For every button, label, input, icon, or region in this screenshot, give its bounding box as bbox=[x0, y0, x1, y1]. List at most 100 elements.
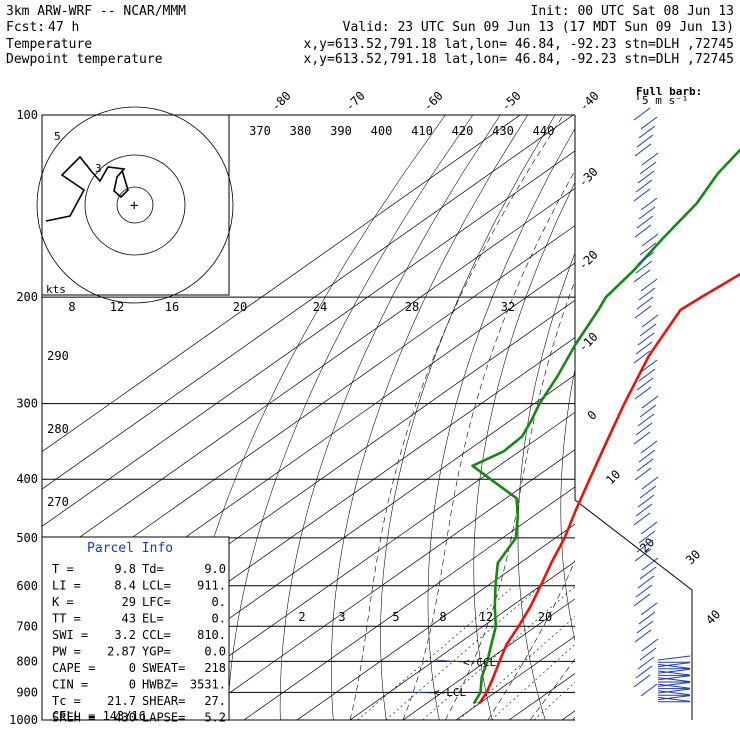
moist-adiabat-line bbox=[445, 279, 575, 720]
parcel-value-right: 9.0 bbox=[204, 562, 226, 576]
mixing-ratio-label: 3 bbox=[338, 610, 345, 624]
mixing-ratio-labels: 2 3 5 8 12 20 bbox=[298, 610, 552, 624]
wind-barb bbox=[638, 293, 648, 301]
dry-adiabat-line bbox=[719, 115, 740, 733]
barb-legend-units: 5 m s⁻¹ bbox=[642, 94, 688, 107]
wind-barb-flag bbox=[643, 584, 653, 592]
wind-barb-flag bbox=[642, 386, 652, 394]
isotherm-tick-label: -50 bbox=[499, 89, 524, 114]
hodograph-x-tick: 20 bbox=[233, 300, 247, 314]
wind-barb bbox=[633, 194, 643, 202]
wind-barb bbox=[641, 482, 651, 490]
wind-barb bbox=[638, 131, 648, 139]
mixing-ratio-line bbox=[533, 681, 575, 720]
wind-barb-low bbox=[657, 696, 691, 702]
moist-adiabat-line bbox=[529, 658, 575, 720]
isotherm-tick-label: -80 bbox=[269, 89, 294, 114]
wind-barb-flag bbox=[647, 404, 657, 412]
wind-barb bbox=[640, 608, 650, 616]
wind-barb-flag bbox=[647, 242, 657, 250]
ccl-tick bbox=[435, 659, 464, 663]
wind-barb bbox=[638, 455, 648, 463]
parcel-value-right: 5.2 bbox=[204, 711, 226, 725]
isotherm-tick-label: 40 bbox=[703, 607, 723, 627]
wind-barb bbox=[641, 644, 651, 652]
wind-barb-flag bbox=[642, 629, 652, 637]
parcel-key-right: YGP= bbox=[142, 645, 171, 659]
wind-barb bbox=[640, 689, 650, 697]
parcel-key-right: SWEAT= bbox=[142, 661, 185, 675]
wind-barb-flag bbox=[643, 665, 653, 673]
wind-barb-flag bbox=[641, 593, 651, 601]
theta-label: 430 bbox=[492, 124, 514, 138]
isotherm-line bbox=[703, 87, 740, 733]
wind-barb bbox=[636, 626, 646, 634]
parcel-value-left: 8.4 bbox=[114, 579, 136, 593]
isotherm-line bbox=[296, 523, 575, 720]
wind-barb bbox=[633, 437, 643, 445]
moist-adiabat-line bbox=[402, 169, 575, 720]
wind-barb-flag bbox=[648, 197, 658, 205]
wind-barb bbox=[634, 311, 644, 319]
wind-barb bbox=[637, 581, 647, 589]
wind-barb-flag bbox=[644, 296, 654, 304]
wind-barb bbox=[638, 617, 648, 625]
hodograph-ring-middle bbox=[84, 154, 186, 256]
parcel-key-right: HWBZ= bbox=[142, 678, 178, 692]
wind-barb-flag bbox=[646, 368, 656, 376]
wind-barb-flag bbox=[649, 638, 659, 646]
parcel-cell: CELL = 143/16 bbox=[52, 709, 146, 723]
parcel-value-left: 2.87 bbox=[107, 645, 136, 659]
wind-barb-flag bbox=[643, 260, 653, 268]
hodograph: 5 3 + kts bbox=[36, 106, 234, 304]
wind-barb bbox=[641, 239, 651, 247]
wind-barb-flag bbox=[648, 116, 658, 124]
isotherm-line bbox=[42, 225, 575, 602]
parcel-value-right: 0. bbox=[212, 612, 226, 626]
valid-time: Valid: 23 UTC Sun 09 Jun 13 (17 MDT Sun … bbox=[343, 20, 734, 35]
isotherm-tick-label: -70 bbox=[343, 89, 368, 114]
wind-barb-low bbox=[657, 688, 691, 694]
parcel-info-title: Parcel Info bbox=[87, 541, 173, 556]
moist-adiabat-line bbox=[349, 115, 564, 720]
sounding-series bbox=[471, 148, 740, 705]
thermo-grid bbox=[42, 87, 740, 733]
wind-barb-flag bbox=[642, 224, 652, 232]
hodograph-x-ticks: 8 12 16 20 24 28 32 bbox=[68, 300, 515, 314]
wind-barbs bbox=[633, 107, 691, 703]
wind-barb bbox=[633, 113, 643, 121]
theta-e-label: 270 bbox=[47, 495, 69, 509]
hodograph-x-tick: 8 bbox=[68, 300, 75, 314]
wind-barb bbox=[640, 527, 650, 535]
wind-barb-flag bbox=[646, 449, 656, 457]
legend-temperature-label: Temperature bbox=[6, 37, 92, 52]
wind-barb-flag bbox=[647, 161, 657, 169]
hodograph-center-mark: + bbox=[130, 198, 138, 214]
theta-label: 440 bbox=[533, 124, 555, 138]
wind-barb bbox=[640, 122, 650, 130]
isotherm-tick-label: -10 bbox=[576, 330, 601, 355]
parcel-key-left: CAPE = bbox=[52, 661, 95, 675]
wind-barb bbox=[636, 464, 646, 472]
parcel-value-left: 29 bbox=[122, 595, 136, 609]
mixing-ratio-label: 12 bbox=[479, 610, 493, 624]
wind-barb-flag bbox=[648, 683, 658, 691]
wind-barb bbox=[635, 671, 645, 679]
parcel-value-right: 0.0 bbox=[204, 645, 226, 659]
dry-adiabat-line bbox=[681, 115, 740, 733]
isotherm-tick-label: 30 bbox=[683, 547, 703, 567]
wind-barb bbox=[634, 473, 644, 481]
theta-e-label: 290 bbox=[47, 349, 69, 363]
parcel-key-right: LFC= bbox=[142, 595, 171, 609]
wind-barb-flag bbox=[645, 251, 655, 259]
wind-barb bbox=[639, 572, 649, 580]
wind-barb-flag bbox=[647, 323, 657, 331]
isotherm-tick-label: 0 bbox=[585, 408, 600, 423]
dry-adiabat-line bbox=[473, 181, 575, 720]
wind-barb-flag bbox=[644, 539, 654, 547]
hodograph-x-tick: 12 bbox=[110, 300, 124, 314]
legend-temperature-location: x,y=613.52,791.18 lat,lon= 46.84, -92.23… bbox=[304, 37, 734, 52]
parcel-value-right: 911. bbox=[197, 579, 226, 593]
parcel-key-right: Td= bbox=[142, 562, 164, 576]
